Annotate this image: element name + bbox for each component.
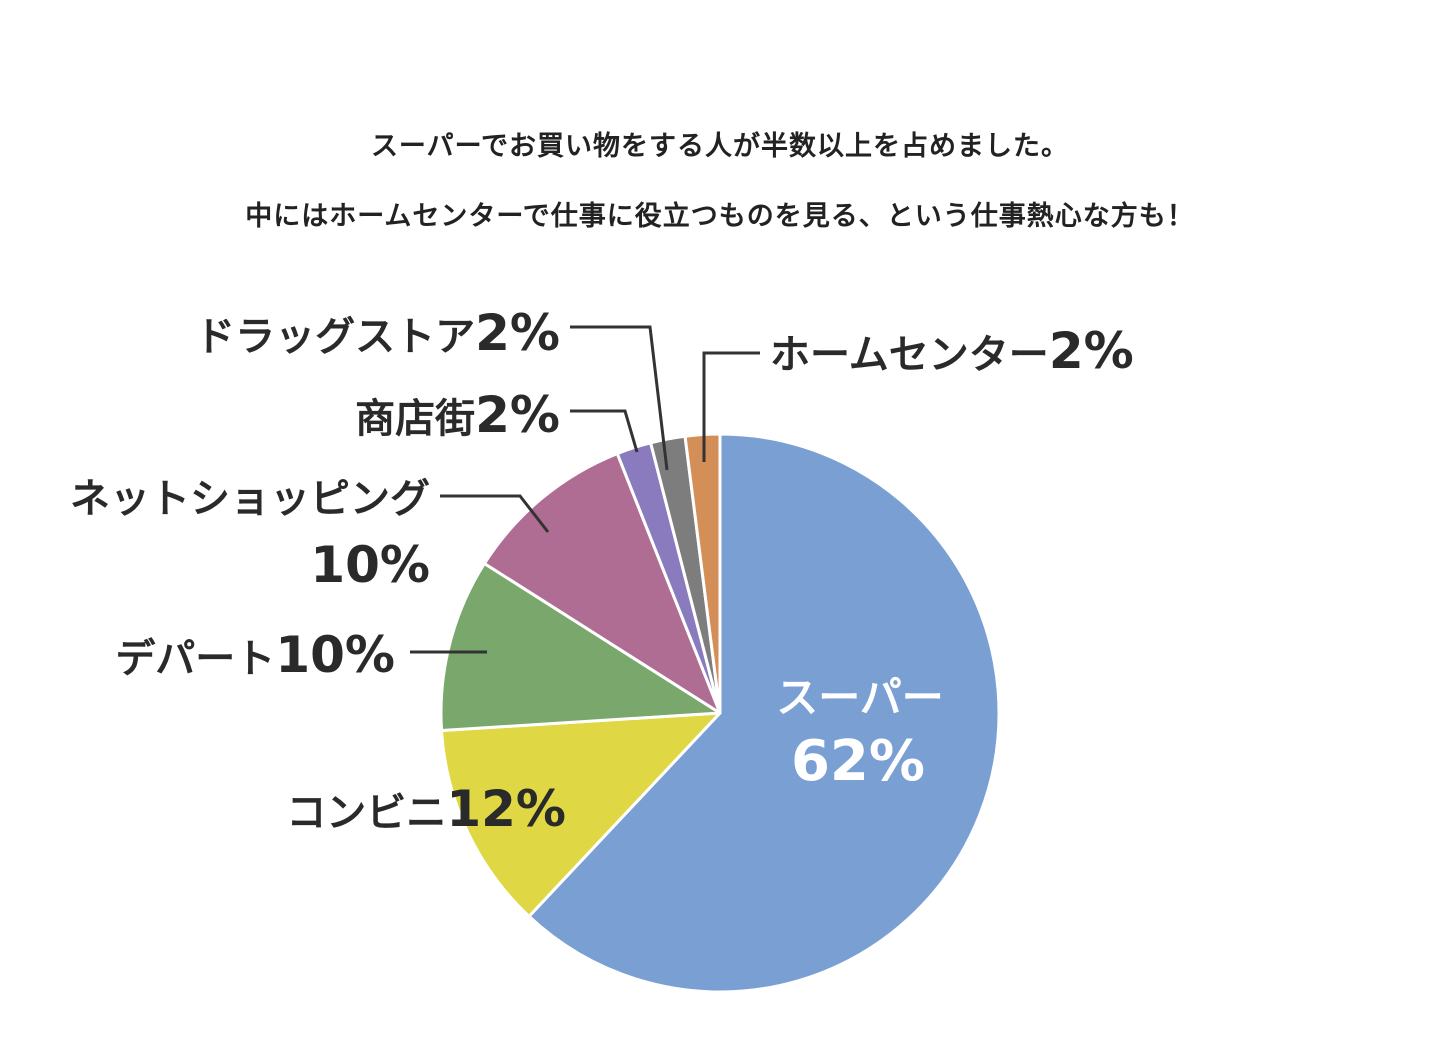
slice-value-net-shopping: 10% — [310, 536, 430, 594]
slice-label-conveni: コンビニ12% — [286, 780, 566, 838]
slice-value-super: 62% — [791, 729, 925, 794]
slice-label-net-shopping: ネットショッピング — [70, 476, 430, 522]
conveni-value: 12% — [446, 780, 566, 838]
drugstore-value: 2% — [475, 304, 560, 362]
department-value: 10% — [275, 626, 395, 684]
pie-slice-3 — [482, 452, 722, 715]
drugstore-name: ドラッグストア — [195, 314, 475, 360]
slice-label-drugstore: ドラッグストア2% — [195, 304, 560, 362]
pie-slice-2 — [439, 562, 722, 733]
chart-caption-line-1: スーパーでお買い物をする人が半数以上を占めました。 — [370, 131, 1070, 162]
pie-slice-6 — [683, 432, 722, 715]
pie-slice-0 — [527, 432, 1001, 994]
homecenter-name: ホームセンター — [770, 332, 1049, 378]
department-name: デパート — [115, 636, 275, 682]
slice-label-homecenter: ホームセンター2% — [770, 322, 1134, 380]
pie-slices — [439, 432, 1001, 994]
slice-label-department: デパート10% — [115, 626, 395, 684]
slice-label-shotengai: 商店街2% — [355, 386, 560, 444]
conveni-name: コンビニ — [286, 790, 446, 836]
homecenter-value: 2% — [1049, 322, 1134, 380]
leader-line-shotengai — [570, 409, 639, 453]
leader-line-homecenter — [702, 351, 760, 462]
shotengai-name: 商店街 — [355, 396, 475, 442]
shotengai-value: 2% — [475, 386, 560, 444]
chart-caption-line-2: 中にはホームセンターで仕事に役立つものを見る、という仕事熱心な方も！ — [245, 201, 1195, 232]
slice-label-super: スーパー — [776, 673, 944, 722]
pie-slice-1 — [440, 711, 722, 918]
leader-line-net-shopping — [440, 494, 550, 533]
leader-line-drugstore — [570, 325, 669, 471]
